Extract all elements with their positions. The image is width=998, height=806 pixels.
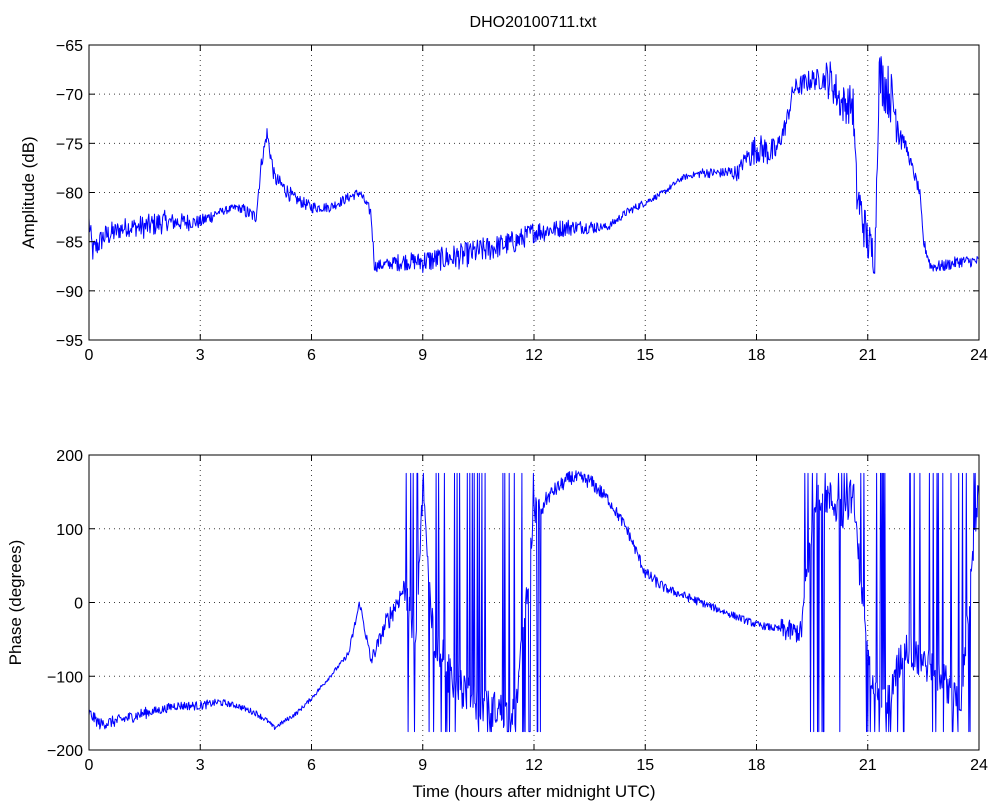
x-tick-label: 15 [636,757,654,774]
x-tick-label: 6 [307,757,316,774]
phase-series [88,470,980,733]
amplitude-series [88,56,979,274]
phase-y-axis-label: Phase (degrees) [6,540,25,666]
x-tick-label: 6 [307,347,316,364]
y-tick-label: 200 [56,448,83,465]
x-tick-label: 9 [418,757,427,774]
x-tick-label: 24 [970,757,988,774]
x-tick-label: 21 [859,347,877,364]
phase-axes: 0 3 6 9 12 15 18 21 24 −200 −100 0 100 200 Phase (deg… [6,448,988,801]
amplitude-grid [89,45,979,340]
y-tick-label: 100 [56,522,83,539]
y-tick-label: −75 [56,136,83,153]
amplitude-y-axis-label: Amplitude (dB) [19,136,38,248]
y-tick-label: −70 [56,87,83,104]
x-tick-label: 3 [196,347,205,364]
x-tick-label: 12 [525,757,543,774]
x-tick-label: 18 [748,757,766,774]
y-tick-label: 0 [74,596,83,613]
x-tick-label: 24 [970,347,988,364]
phase-x-axis-label: Time (hours after midnight UTC) [412,782,655,801]
y-tick-label: −90 [56,284,83,301]
series-line [88,56,979,274]
y-tick-label: −100 [47,669,83,686]
x-tick-label: 0 [85,757,94,774]
y-tick-label: −95 [56,333,83,350]
phase-ticks: 0 3 6 9 12 15 18 21 24 −200 −100 0 100 200 [47,448,988,774]
x-tick-label: 15 [636,347,654,364]
x-tick-label: 21 [859,757,877,774]
x-tick-label: 12 [525,347,543,364]
x-tick-label: 9 [418,347,427,364]
x-tick-label: 0 [85,347,94,364]
x-tick-label: 3 [196,757,205,774]
amplitude-ticks: 0 3 6 9 12 15 18 21 24 −95 −90 −85 −80 −75 −70 −65 [56,38,988,364]
y-tick-label: −80 [56,186,83,203]
amplitude-axes: 0 3 6 9 12 15 18 21 24 −95 −90 −85 −80 −75 −70 −65 Ampl… [19,38,988,364]
y-tick-label: −65 [56,38,83,55]
x-tick-label: 18 [748,347,766,364]
y-tick-label: −200 [47,743,83,760]
y-tick-label: −85 [56,235,83,252]
series-line [88,470,980,733]
figure-title: DHO20100711.txt [470,14,597,31]
